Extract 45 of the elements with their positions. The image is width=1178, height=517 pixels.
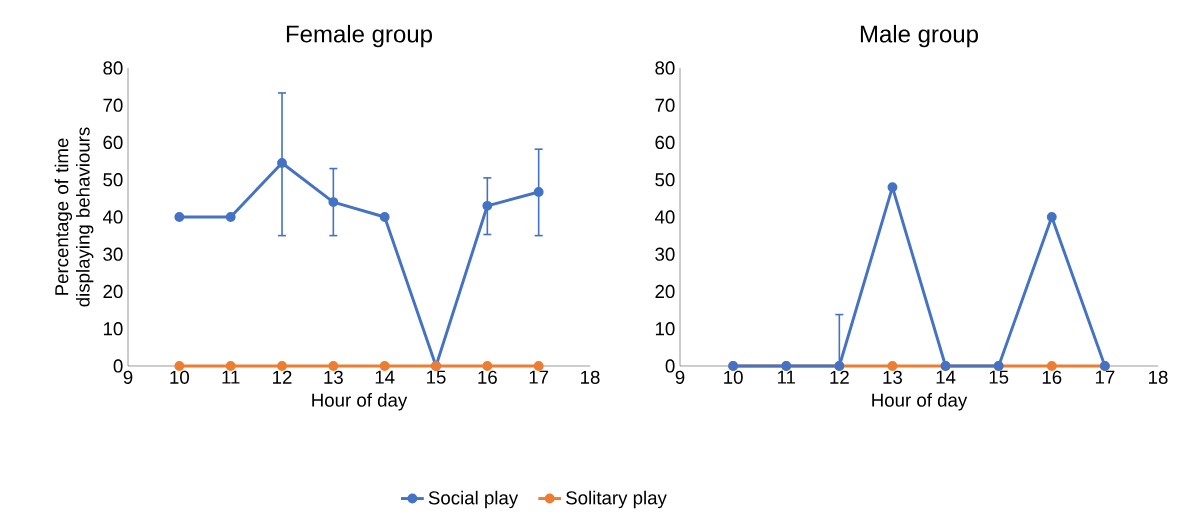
y-tick-label: 10 bbox=[655, 322, 675, 336]
y-tick-label: 0 bbox=[113, 359, 123, 373]
x-tick-label: 16 bbox=[1042, 370, 1062, 384]
x-tick-label: 11 bbox=[777, 370, 796, 384]
x-tick-label: 18 bbox=[1149, 370, 1168, 384]
x-tick-label: 15 bbox=[989, 370, 1009, 384]
x-tick-label: 9 bbox=[675, 370, 685, 384]
y-tick-label: 20 bbox=[103, 284, 123, 299]
y-tick-label: 50 bbox=[655, 173, 675, 187]
x-tick-label: 11 bbox=[222, 370, 240, 384]
x-tick-label: 18 bbox=[581, 370, 600, 384]
x-tick-label: 10 bbox=[724, 370, 743, 384]
y-tick-label: 30 bbox=[655, 247, 675, 261]
x-tick-label: 16 bbox=[478, 370, 497, 384]
y-tick-label: 20 bbox=[655, 284, 675, 299]
x-tick-label: 13 bbox=[883, 370, 902, 384]
x-tick-label: 15 bbox=[427, 370, 446, 384]
y-axis-title: Percentage of time displaying behaviours bbox=[54, 127, 94, 307]
x-tick-label: 14 bbox=[375, 370, 395, 384]
y-tick-label: 10 bbox=[103, 322, 123, 336]
y-tick-label: 30 bbox=[103, 247, 123, 261]
legend-label: Solitary play bbox=[566, 490, 667, 509]
chart-title: Male group bbox=[860, 24, 978, 48]
y-tick-label: 80 bbox=[103, 61, 123, 75]
x-tick-label: 14 bbox=[936, 370, 956, 384]
x-tick-label: 13 bbox=[324, 370, 343, 384]
y-tick-label: 50 bbox=[103, 173, 123, 187]
y-tick-label: 60 bbox=[655, 135, 675, 150]
y-tick-label: 80 bbox=[655, 61, 675, 75]
y-tick-label: 40 bbox=[654, 210, 675, 224]
x-axis-title: Hour of day bbox=[872, 393, 968, 411]
x-axis-title: Hour of day bbox=[312, 393, 408, 411]
x-tick-label: 12 bbox=[830, 370, 849, 384]
x-tick-label: 12 bbox=[273, 370, 292, 384]
y-tick-label: 70 bbox=[655, 98, 675, 112]
x-tick-label: 17 bbox=[529, 370, 549, 384]
x-tick-label: 9 bbox=[123, 370, 133, 384]
legend-label: Social play bbox=[428, 490, 519, 509]
x-tick-label: 10 bbox=[170, 370, 189, 384]
y-tick-label: 40 bbox=[102, 210, 123, 224]
x-tick-label: 17 bbox=[1095, 370, 1115, 384]
y-tick-label: 0 bbox=[665, 359, 675, 373]
y-tick-label: 60 bbox=[103, 135, 123, 150]
chart-title: Female group bbox=[286, 24, 432, 48]
y-tick-label: 70 bbox=[103, 98, 123, 112]
